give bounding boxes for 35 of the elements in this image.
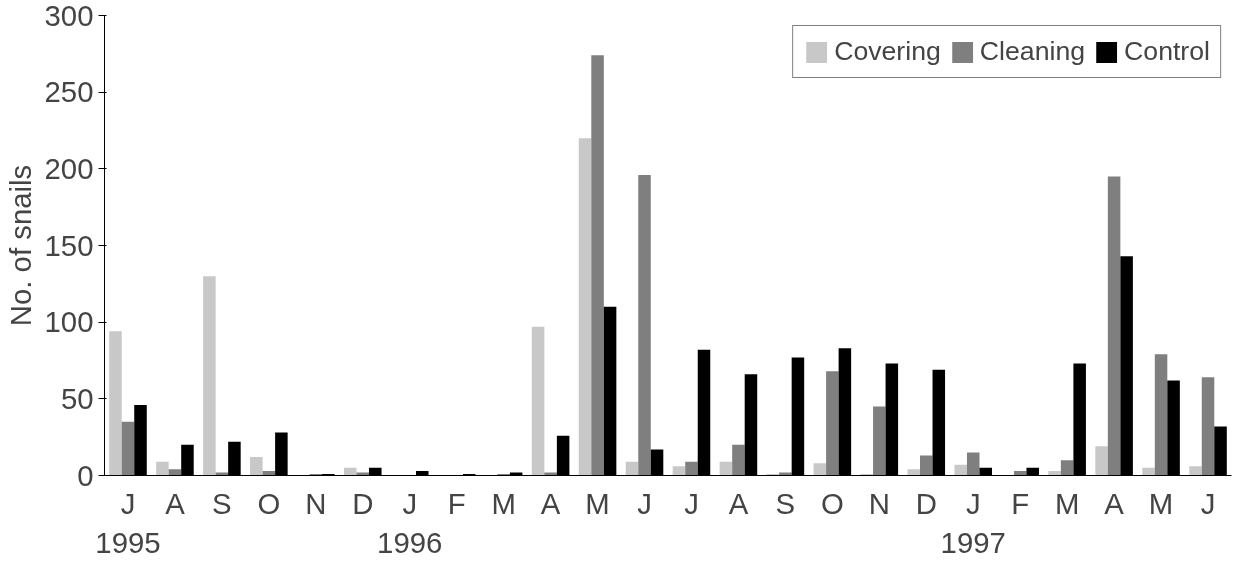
y-tick-label: 100 xyxy=(44,305,94,339)
x-tick-label: J 1997 xyxy=(940,486,1006,560)
y-tick-label: 150 xyxy=(44,228,94,262)
x-tick-label: F xyxy=(1011,486,1030,520)
x-tick-label: A xyxy=(1104,486,1125,520)
y-tick-label: 50 xyxy=(60,381,94,415)
legend-label: Control xyxy=(1124,36,1210,67)
x-tick-label: M xyxy=(1148,486,1174,520)
x-tick-label: M xyxy=(585,486,610,520)
x-tick-label: F xyxy=(447,486,466,520)
x-tick-label: M xyxy=(1054,486,1080,520)
legend-label: Cleaning xyxy=(979,36,1086,67)
legend-label: Covering xyxy=(834,36,941,67)
y-tick-label: 0 xyxy=(77,458,94,492)
x-tick-label: A xyxy=(540,486,561,520)
x-tick-label: M xyxy=(491,486,516,520)
y-tick-label: 200 xyxy=(44,151,94,185)
x-tick-label: N xyxy=(868,486,890,520)
x-tick-label: A xyxy=(165,486,186,520)
x-tick-label: J xyxy=(637,486,652,520)
x-tick-label: O xyxy=(257,486,281,520)
x-tick-label: O xyxy=(820,486,844,520)
x-tick-label: J 1995 xyxy=(95,486,161,560)
x-tick-label: J 1996 xyxy=(377,486,443,560)
x-tick-label: J xyxy=(684,486,699,520)
x-tick-label: N xyxy=(305,486,327,520)
x-tick-label: J xyxy=(1200,486,1216,520)
x-tick-label: A xyxy=(728,486,749,520)
y-tick-label: 250 xyxy=(44,75,94,109)
x-tick-label: D xyxy=(915,486,937,520)
x-tick-label: D xyxy=(352,486,374,520)
y-tick-label: 300 xyxy=(44,0,94,32)
x-tick-label: S xyxy=(775,486,796,520)
y-axis-title: No. of snails xyxy=(3,164,37,327)
x-tick-label: S xyxy=(212,486,232,520)
